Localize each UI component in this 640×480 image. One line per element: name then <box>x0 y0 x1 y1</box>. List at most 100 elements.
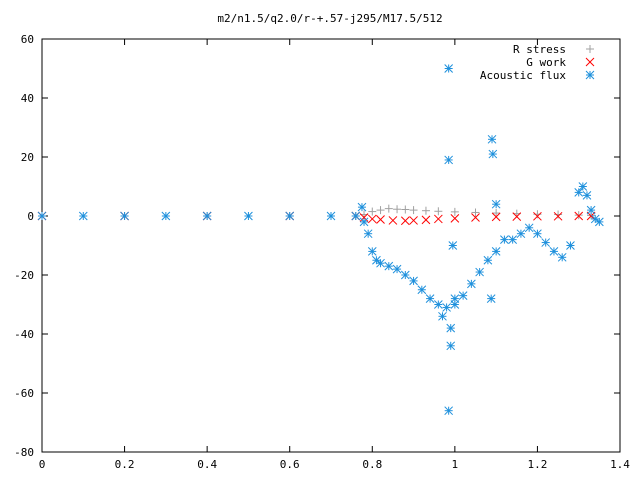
data-point <box>357 202 367 212</box>
data-point <box>578 182 588 191</box>
data-point <box>446 341 456 351</box>
data-point <box>161 211 171 221</box>
data-point <box>450 294 460 303</box>
data-point <box>471 208 480 217</box>
data-point <box>433 300 443 309</box>
data-point <box>388 216 398 225</box>
x-tick-label: 0.4 <box>197 458 217 471</box>
y-tick-label: 0 <box>27 210 34 223</box>
data-point <box>450 214 460 223</box>
axis-ticks: 0 0.2 0.4 0.6 0.8 1 1.2 1.4 -80 -60 -40 -20 0 20 40 60 <box>14 33 630 471</box>
data-point <box>574 188 584 197</box>
y-tick-label: 20 <box>21 151 34 164</box>
y-tick-label: 40 <box>21 92 34 105</box>
data-point <box>359 217 369 227</box>
data-point <box>444 406 454 416</box>
x-tick-label: 0 <box>39 458 46 471</box>
data-point <box>202 211 212 221</box>
data-point <box>574 211 583 220</box>
data-point <box>487 134 497 144</box>
legend-label: G work <box>526 56 566 69</box>
data-point <box>351 211 361 221</box>
data-point <box>471 213 480 222</box>
x-tick-label: 1.4 <box>610 458 630 471</box>
plot-frame <box>41 38 621 453</box>
data-point <box>508 235 518 244</box>
data-point <box>384 204 393 213</box>
data-point <box>400 216 410 226</box>
data-point <box>393 205 402 214</box>
x-tick-label: 0.2 <box>115 458 135 471</box>
data-point <box>409 276 418 286</box>
data-point <box>533 229 542 239</box>
data-point <box>438 311 447 321</box>
data-point <box>367 214 377 224</box>
data-point <box>491 199 501 209</box>
legend-label: R stress <box>513 43 566 56</box>
data-point <box>285 211 295 221</box>
data-point <box>359 213 369 222</box>
data-point <box>566 241 575 250</box>
data-point <box>586 205 596 215</box>
y-tick-label: -60 <box>14 387 34 400</box>
data-point <box>533 210 542 219</box>
data-point <box>401 205 410 214</box>
data-point <box>475 267 484 277</box>
x-tick-label: 1 <box>452 458 459 471</box>
data-point <box>326 211 336 221</box>
data-point <box>574 211 584 221</box>
data-point <box>78 211 88 221</box>
data-point <box>120 211 129 221</box>
data-point <box>421 215 431 225</box>
data-point <box>524 223 534 233</box>
data-point <box>444 155 454 165</box>
data-point <box>368 207 377 216</box>
y-tick-label: 60 <box>21 33 34 46</box>
data-point <box>458 291 468 301</box>
data-point <box>491 212 501 222</box>
data-point <box>549 247 559 256</box>
data-point <box>467 279 476 289</box>
data-point <box>442 303 451 312</box>
x-tick-label: 0.6 <box>280 458 300 471</box>
data-point <box>582 190 592 200</box>
data-point <box>553 211 563 221</box>
data-point <box>425 294 435 303</box>
data-point <box>541 238 551 247</box>
legend-marker <box>585 70 595 80</box>
legend-marker <box>585 57 595 67</box>
data-point <box>450 207 459 216</box>
data-point <box>444 64 454 73</box>
data-point <box>512 212 522 221</box>
data-point <box>433 214 443 224</box>
y-tick-label: -80 <box>14 446 34 459</box>
data-point <box>376 215 385 224</box>
data-point <box>244 211 253 221</box>
data-point <box>533 211 542 221</box>
data-point <box>409 216 418 225</box>
data-point <box>492 209 501 218</box>
data-point <box>500 235 509 244</box>
series-2 <box>37 64 604 416</box>
legend-marker <box>586 45 594 53</box>
data-point <box>376 258 385 268</box>
data-point <box>421 206 430 215</box>
x-tick-label: 0.8 <box>362 458 382 471</box>
data-point <box>516 229 526 239</box>
y-tick-label: -40 <box>14 328 34 341</box>
data-point <box>491 247 501 256</box>
data-point <box>384 261 394 271</box>
chart-title: m2/n1.5/q2.0/r-+.57-j295/M17.5/512 <box>217 12 442 25</box>
data-point <box>446 323 456 333</box>
y-tick-label: -20 <box>14 269 34 282</box>
data-point <box>595 217 604 227</box>
legend-label: Acoustic flux <box>480 69 566 82</box>
data-point <box>486 294 496 303</box>
data-point <box>37 211 47 221</box>
data-point <box>400 270 410 280</box>
data-point <box>417 285 427 295</box>
data-point <box>376 206 385 215</box>
data-point <box>392 264 402 274</box>
